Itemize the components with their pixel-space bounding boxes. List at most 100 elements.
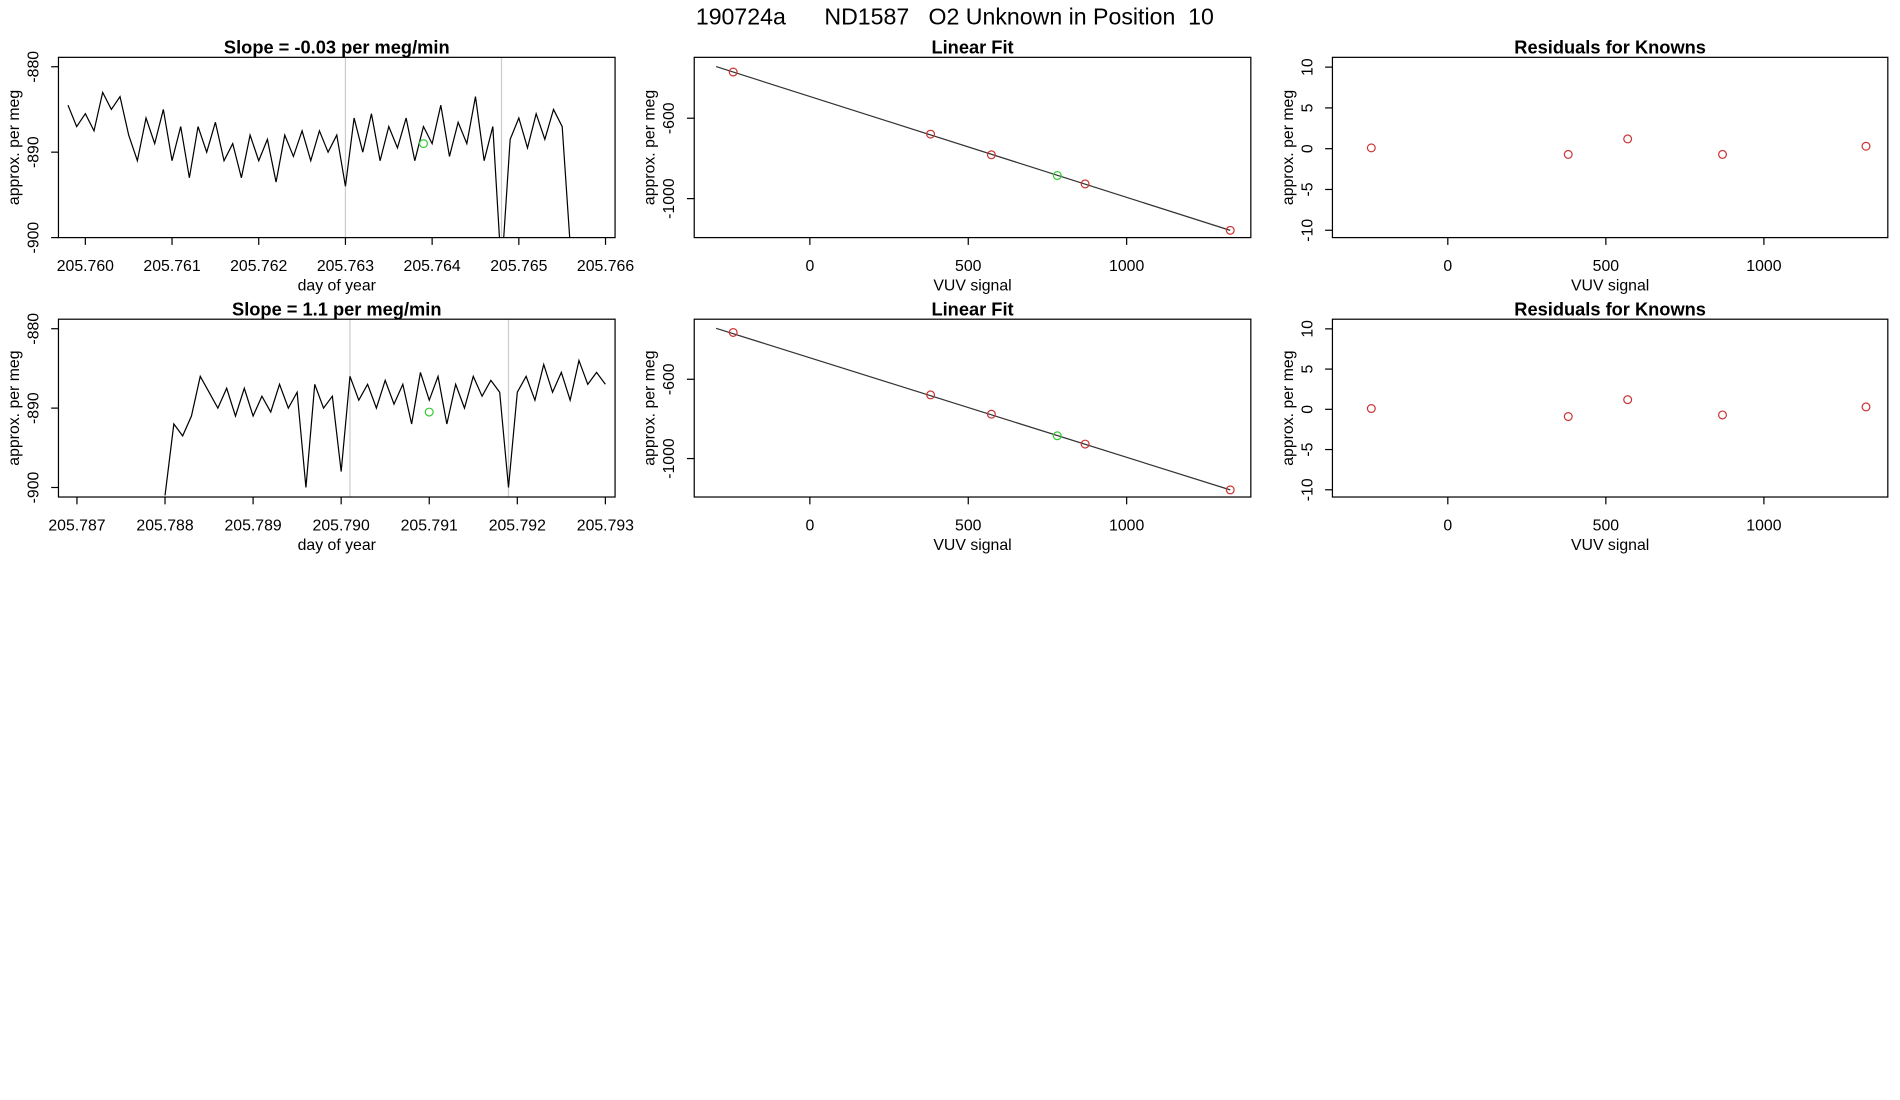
x-tick-label: 205.765 (490, 258, 547, 275)
plot-box (1331, 318, 1889, 498)
x-tick-label: 1000 (1746, 258, 1781, 275)
x-tick-label: 205.760 (57, 258, 114, 275)
y-tick-label: -1000 (661, 178, 678, 219)
plot-area (67, 57, 571, 238)
plot-area (715, 327, 1235, 495)
x-axis-label: VUV signal (1571, 537, 1649, 554)
x-tick-label: 500 (955, 517, 982, 534)
plot-box (693, 318, 1252, 498)
y-tick-label: 5 (1299, 364, 1316, 373)
panel-title: Slope = -0.03 per meg/min (224, 37, 450, 58)
plot-box (693, 56, 1252, 239)
data-point (926, 129, 936, 139)
data-point (1717, 410, 1728, 420)
data-point (1563, 149, 1573, 159)
y-axis-label: approx. per meg (1280, 350, 1297, 465)
x-axis-label: VUV signal (933, 537, 1011, 554)
y-tick-label: 10 (1299, 320, 1316, 338)
y-tick-label: -10 (1299, 478, 1316, 501)
plot-box (57, 56, 616, 239)
fit-line (715, 327, 1231, 491)
data-point (1080, 179, 1090, 189)
data-point (1623, 134, 1633, 144)
x-tick-label: 205.789 (224, 517, 281, 534)
y-tick-label: -900 (25, 222, 42, 254)
x-tick-label: 205.790 (313, 517, 370, 534)
y-tick-label: -890 (25, 136, 42, 168)
x-tick-label: 205.761 (143, 258, 200, 275)
x-tick-label: 500 (955, 258, 982, 275)
y-tick-label: -10 (1299, 219, 1316, 242)
x-tick-label: 1000 (1109, 258, 1144, 275)
data-point (1366, 404, 1376, 414)
data-point (1080, 439, 1090, 449)
x-tick-label: 205.766 (577, 258, 634, 275)
y-tick-label: -890 (25, 392, 42, 424)
highlight-point (1052, 431, 1062, 441)
panel-title: Residuals for Knowns (1514, 37, 1706, 58)
x-axis-label: VUV signal (1571, 278, 1649, 295)
plot-area (1366, 395, 1871, 422)
data-point (728, 67, 738, 77)
y-axis-label: approx. per meg (642, 90, 659, 205)
x-tick-label: 205.792 (489, 517, 546, 534)
y-axis-label: approx. per meg (1280, 90, 1297, 205)
data-point (1861, 141, 1871, 151)
data-point (1563, 412, 1573, 422)
x-tick-label: 1000 (1746, 517, 1781, 534)
y-tick-label: -5 (1299, 182, 1316, 196)
panel-title: Slope = 1.1 per meg/min (232, 299, 441, 320)
data-point (986, 409, 996, 419)
fit-line (715, 66, 1231, 231)
data-point (1717, 149, 1728, 159)
y-tick-label: -880 (25, 313, 42, 345)
y-axis-label: approx. per meg (642, 350, 659, 465)
panel-title: Linear Fit (931, 37, 1013, 58)
highlight-point (418, 139, 428, 149)
y-tick-label: 5 (1299, 103, 1316, 112)
y-tick-label: 0 (1299, 405, 1316, 414)
data-point (1366, 143, 1376, 153)
plot-box (57, 318, 616, 498)
data-line (164, 358, 606, 496)
y-tick-label: -1000 (661, 438, 678, 479)
x-axis-label: day of year (298, 537, 377, 554)
y-tick-label: 0 (1299, 144, 1316, 153)
x-tick-label: 205.763 (317, 258, 374, 275)
data-point (728, 327, 738, 337)
x-tick-label: 500 (1593, 517, 1620, 534)
y-tick-label: -5 (1299, 442, 1316, 456)
plot-area (715, 66, 1235, 235)
data-point (1225, 485, 1235, 495)
x-axis-label: VUV signal (933, 278, 1011, 295)
x-tick-label: 1000 (1109, 517, 1144, 534)
y-tick-label: -880 (25, 51, 42, 83)
y-tick-label: 10 (1299, 58, 1316, 76)
main-title: 190724a ND1587 O2 Unknown in Position 10 (696, 3, 1214, 29)
data-point (986, 150, 996, 160)
x-tick-label: 0 (1443, 258, 1452, 275)
y-tick-label: -900 (25, 471, 42, 503)
highlight-point (424, 407, 434, 417)
plot-box (1331, 56, 1889, 239)
y-axis-label: approx. per meg (6, 90, 23, 205)
x-tick-label: 205.787 (48, 517, 105, 534)
x-axis-label: day of year (298, 278, 377, 295)
plot-area (1366, 134, 1871, 159)
y-axis-label: approx. per meg (6, 350, 23, 465)
y-tick-label: -600 (661, 363, 678, 395)
x-tick-label: 205.762 (230, 258, 287, 275)
data-point (926, 390, 936, 400)
panel-title: Residuals for Knowns (1514, 299, 1706, 320)
x-tick-label: 0 (805, 517, 814, 534)
x-tick-label: 205.764 (404, 258, 461, 275)
data-point (1623, 395, 1633, 405)
x-tick-label: 205.793 (577, 517, 634, 534)
panel-title: Linear Fit (931, 299, 1013, 320)
data-point (1861, 402, 1871, 412)
data-line (67, 90, 571, 238)
plot-area (164, 319, 606, 498)
x-tick-label: 205.788 (136, 517, 193, 534)
